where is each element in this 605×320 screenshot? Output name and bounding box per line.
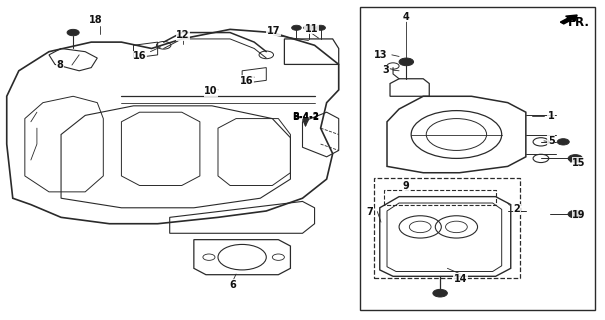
Text: 7: 7 <box>367 207 373 217</box>
Circle shape <box>433 289 447 297</box>
Text: 5: 5 <box>548 136 555 146</box>
Text: 6: 6 <box>230 280 237 290</box>
FancyArrow shape <box>560 15 577 24</box>
Text: 9: 9 <box>403 181 410 191</box>
Text: 10: 10 <box>204 86 218 97</box>
Circle shape <box>316 25 325 30</box>
Bar <box>374 178 520 278</box>
Circle shape <box>292 25 301 30</box>
Text: 18: 18 <box>90 15 103 25</box>
Circle shape <box>568 155 583 162</box>
Circle shape <box>304 25 313 30</box>
Circle shape <box>557 139 569 145</box>
Text: B-4-2: B-4-2 <box>292 113 319 122</box>
Circle shape <box>67 29 79 36</box>
Circle shape <box>399 58 414 66</box>
Text: 11: 11 <box>305 24 318 34</box>
Text: 3: 3 <box>382 65 389 75</box>
Circle shape <box>568 210 583 218</box>
Text: FR.: FR. <box>568 17 590 29</box>
Bar <box>360 7 595 310</box>
Text: 8: 8 <box>56 60 64 70</box>
Text: 16: 16 <box>132 51 146 61</box>
Text: B-4-2: B-4-2 <box>292 114 319 123</box>
Text: 2: 2 <box>514 204 520 214</box>
Text: 16: 16 <box>240 76 253 86</box>
Text: 4: 4 <box>403 12 410 22</box>
Text: 1: 1 <box>548 111 555 121</box>
Text: 13: 13 <box>374 50 388 60</box>
Text: 14: 14 <box>454 274 468 284</box>
Text: 15: 15 <box>572 157 586 168</box>
Text: 19: 19 <box>572 210 586 220</box>
Text: 17: 17 <box>267 26 280 36</box>
Text: 12: 12 <box>176 30 190 40</box>
